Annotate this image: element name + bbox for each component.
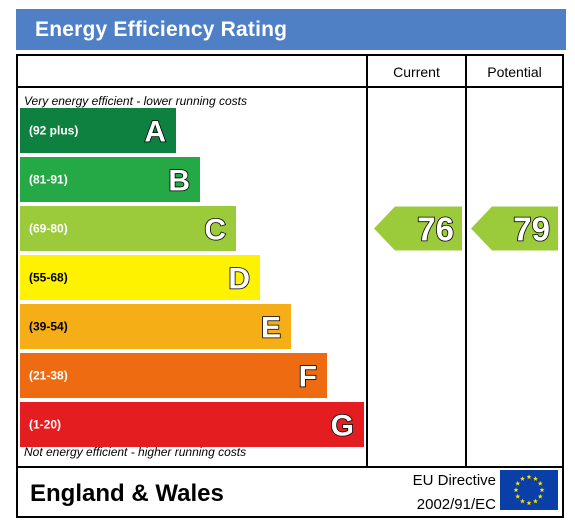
eu-star-icon: [520, 498, 525, 504]
column-header-potential: Potential: [487, 64, 542, 80]
band-range-label-a: (92 plus): [29, 124, 78, 138]
column-header-current: Current: [393, 64, 440, 80]
band-bar-e: [20, 304, 291, 349]
eu-star-icon: [526, 474, 532, 480]
eu-star-icon: [537, 493, 543, 499]
band-letter-g: G: [331, 410, 354, 443]
band-range-label-c: (69-80): [29, 222, 68, 236]
column-divider-1: [366, 56, 368, 468]
band-bar-f: [20, 353, 327, 398]
eu-star-icon: [539, 487, 545, 493]
eu-star-icon: [526, 500, 532, 506]
current-rating-arrow: [374, 206, 462, 251]
band-range-label-d: (55-68): [29, 271, 68, 285]
band-range-label-e: (39-54): [29, 320, 68, 334]
column-divider-2: [465, 56, 467, 468]
eu-star-icon: [533, 498, 538, 504]
eu-stars: [513, 474, 545, 506]
eu-star-icon: [513, 487, 519, 493]
potential-rating-arrow: [471, 206, 558, 251]
band-letter-d: D: [228, 263, 250, 296]
top-note: Very energy efficient - lower running co…: [24, 94, 247, 108]
eu-star-icon: [520, 476, 525, 481]
title-bar: Energy Efficiency Rating: [16, 9, 566, 50]
band-bar-c: [20, 206, 236, 251]
band-range-label-f: (21-38): [29, 369, 68, 383]
header-divider: [18, 86, 562, 88]
band-bar-d: [20, 255, 260, 300]
eu-directive-label: EU Directive: [412, 472, 496, 489]
band-letter-b: B: [168, 165, 190, 198]
region-label: England & Wales: [30, 480, 224, 507]
band-letter-f: F: [299, 361, 317, 394]
eu-flag-icon: [500, 470, 558, 510]
bottom-note: Not energy efficient - higher running co…: [24, 445, 247, 459]
band-letter-e: E: [261, 312, 281, 345]
eu-directive-number: 2002/91/EC: [416, 496, 496, 513]
page-title: Energy Efficiency Rating: [35, 18, 288, 41]
band-bar-a: [20, 108, 176, 153]
band-letter-a: A: [144, 116, 166, 149]
eu-star-icon: [537, 480, 543, 486]
band-bar-g: [20, 402, 364, 447]
eu-star-icon: [515, 480, 521, 486]
band-range-label-b: (81-91): [29, 173, 68, 187]
band-letter-c: C: [204, 214, 226, 247]
eu-star-icon: [533, 476, 538, 481]
footer-divider: [18, 466, 562, 468]
potential-rating-value: 79: [513, 211, 550, 248]
band-bar-b: [20, 157, 200, 202]
eu-star-icon: [515, 493, 521, 499]
current-rating-value: 76: [417, 211, 454, 248]
band-range-label-g: (1-20): [29, 418, 61, 432]
rating-table: Current Potential Very energy efficient …: [16, 54, 564, 518]
